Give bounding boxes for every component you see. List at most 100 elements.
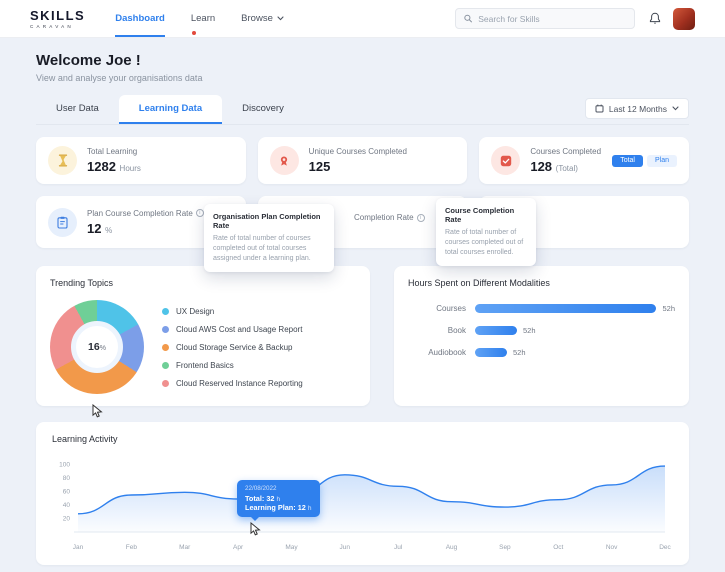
svg-text:May: May xyxy=(285,544,298,551)
notification-dot xyxy=(192,31,196,35)
total-learning-text: Total Learning 1282 Hours xyxy=(87,147,141,174)
search-icon xyxy=(464,14,472,23)
tabbar: User Data Learning Data Discovery Last 1… xyxy=(36,95,689,125)
date-filter-label: Last 12 Months xyxy=(608,103,667,114)
donut-hole: 16% xyxy=(71,321,123,373)
total-learning-unit: Hours xyxy=(119,164,141,173)
trending-legend: UX Design Cloud AWS Cost and Usage Repor… xyxy=(162,307,303,388)
stats-row-2: Plan Course Completion Rate 12 % Complet… xyxy=(36,196,689,273)
svg-text:40: 40 xyxy=(63,502,71,509)
tooltip-plan: Learning Plan: 12 h xyxy=(245,503,312,512)
total-learning-value: 1282 Hours xyxy=(87,159,141,174)
legend-item[interactable]: Cloud AWS Cost and Usage Report xyxy=(162,325,303,334)
tooltip-date: 22/08/2022 xyxy=(245,485,277,492)
modalities-title: Hours Spent on Different Modalities xyxy=(408,278,550,288)
legend-item[interactable]: Cloud Reserved Instance Reporting xyxy=(162,379,303,388)
svg-text:Jul: Jul xyxy=(394,544,403,551)
mid-row: Trending Topics 16% UX Design Cloud AWS … xyxy=(36,266,689,418)
avatar[interactable] xyxy=(673,7,695,30)
bar-track: 52h xyxy=(475,326,675,335)
donut-center-value: 16 xyxy=(88,341,100,353)
unique-courses-text: Unique Courses Completed 125 xyxy=(309,147,407,174)
chevron-down-icon xyxy=(672,106,679,111)
svg-text:80: 80 xyxy=(63,475,71,482)
trending-topics-panel: Trending Topics 16% UX Design Cloud AWS … xyxy=(36,266,370,418)
tab-discovery[interactable]: Discovery xyxy=(242,103,284,114)
info-icon[interactable] xyxy=(195,209,204,217)
svg-text:Dec: Dec xyxy=(659,544,671,551)
chart-tooltip: 22/08/2022 Total: 32 h Learning Plan: 12… xyxy=(237,480,320,521)
search-box[interactable] xyxy=(455,8,635,29)
modality-bar-fill[interactable] xyxy=(475,326,517,335)
courses-completed-card: Courses Completed 128 (Total) Total Plan xyxy=(479,137,690,184)
org-plan-popover-title: Organisation Plan Completion Rate xyxy=(213,212,321,230)
bell-icon[interactable] xyxy=(649,12,661,25)
tooltip-plan-label: Learning Plan: xyxy=(245,503,296,512)
legend-item[interactable]: UX Design xyxy=(162,307,303,316)
check-square-icon xyxy=(491,146,521,175)
courses-completed-title: Courses Completed xyxy=(530,147,602,156)
unique-courses-card: Unique Courses Completed 125 xyxy=(257,137,468,184)
trending-donut[interactable]: 16% xyxy=(50,300,144,418)
svg-text:Feb: Feb xyxy=(126,544,138,551)
learning-activity-panel: Learning Activity 20 40 60 80 100 Jan Feb Mar Ap… xyxy=(36,422,689,565)
info-icon[interactable] xyxy=(416,213,425,222)
modality-bar-fill[interactable] xyxy=(475,348,507,357)
org-plan-popover-body: Rate of total number of courses complete… xyxy=(213,235,311,263)
bar-label: Courses xyxy=(436,304,466,313)
nav-learn[interactable]: Learn xyxy=(190,13,216,24)
date-filter[interactable]: Last 12 Months xyxy=(584,98,689,119)
legend-label: Cloud Reserved Instance Reporting xyxy=(176,378,303,388)
svg-text:Jun: Jun xyxy=(340,544,351,551)
plan-completion-title-label: Plan Course Completion Rate xyxy=(87,208,193,218)
legend-item[interactable]: Frontend Basics xyxy=(162,361,303,370)
course-popover-body: Rate of total number of courses complete… xyxy=(445,229,524,257)
org-completion-title: Completion Rate xyxy=(354,213,425,222)
legend-item[interactable]: Cloud Storage Service & Backup xyxy=(162,343,303,352)
top-navbar: SKILLS CARAVAN Dashboard Learn Browse xyxy=(0,0,725,38)
bar-track: 52h xyxy=(475,304,675,313)
svg-text:Aug: Aug xyxy=(446,544,458,551)
toggle-total[interactable]: Total xyxy=(612,154,643,167)
cursor-pointer-icon xyxy=(92,404,103,418)
courses-completed-value: 128 (Total) xyxy=(530,159,601,174)
plan-completion-number: 12 xyxy=(87,220,102,236)
svg-text:Apr: Apr xyxy=(233,544,244,551)
search-input[interactable] xyxy=(478,13,626,24)
logo-subtext: CARAVAN xyxy=(30,24,74,29)
chevron-down-icon xyxy=(277,16,284,21)
bar-row: Audiobook 52h xyxy=(408,348,675,357)
activity-chart-svg: 20 40 60 80 100 Jan Feb Mar Apr May Jun Jul Aug Sep Oc… xyxy=(59,462,671,551)
bar-value: 52h xyxy=(662,304,675,313)
svg-text:Nov: Nov xyxy=(606,544,618,551)
tooltip-total-value: 32 xyxy=(266,494,275,503)
clipboard-icon xyxy=(48,207,77,237)
org-plan-popover: Organisation Plan Completion Rate Rate o… xyxy=(204,204,334,273)
donut-center-unit: % xyxy=(99,345,106,352)
legend-dot xyxy=(162,343,169,351)
logo[interactable]: SKILLS CARAVAN xyxy=(30,8,85,29)
nav-dashboard[interactable]: Dashboard xyxy=(115,0,165,37)
svg-text:Oct: Oct xyxy=(553,544,563,551)
course-popover: Course Completion Rate Rate of total num… xyxy=(436,198,536,267)
activity-chart[interactable]: 20 40 60 80 100 Jan Feb Mar Apr May Jun Jul Aug Sep Oc… xyxy=(52,452,673,557)
modality-bar-fill[interactable] xyxy=(475,304,657,313)
svg-text:Jan: Jan xyxy=(73,544,84,551)
bar-track: 52h xyxy=(475,348,675,357)
tooltip-total: Total: 32 h xyxy=(245,494,312,503)
total-learning-number: 1282 xyxy=(87,159,116,174)
bar-label: Audiobook xyxy=(428,348,466,357)
course-popover-title: Course Completion Rate xyxy=(445,206,515,224)
bar-value: 52h xyxy=(523,326,536,335)
logo-text: SKILLS xyxy=(30,8,86,23)
legend-label: UX Design xyxy=(176,306,215,316)
tooltip-plan-value: 12 xyxy=(297,503,306,512)
toggle-plan[interactable]: Plan xyxy=(647,154,678,167)
tooltip-plan-unit: h xyxy=(307,505,312,512)
nav-browse[interactable]: Browse xyxy=(241,0,284,37)
tab-learning-data[interactable]: Learning Data xyxy=(118,95,223,124)
modalities-panel: Hours Spent on Different Modalities Cour… xyxy=(394,266,689,406)
bar-value: 52h xyxy=(513,348,526,357)
tab-user-data[interactable]: User Data xyxy=(56,103,99,114)
